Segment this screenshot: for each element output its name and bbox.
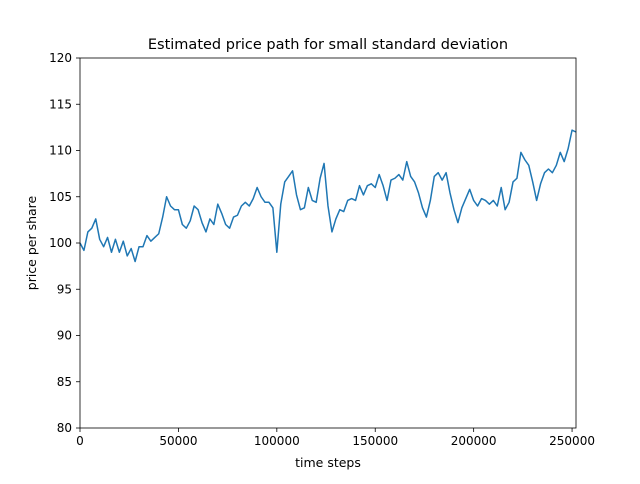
y-tick-label: 100 bbox=[49, 236, 72, 250]
series-line-0 bbox=[79, 129, 577, 263]
y-tick-label: 110 bbox=[49, 144, 72, 158]
plot-area bbox=[79, 129, 577, 263]
x-axis-label: time steps bbox=[295, 455, 361, 470]
x-tick-label: 200000 bbox=[451, 434, 497, 448]
x-tick-label: 150000 bbox=[352, 434, 398, 448]
chart-title: Estimated price path for small standard … bbox=[148, 37, 508, 53]
y-tick-label: 120 bbox=[49, 51, 72, 65]
y-tick-label: 80 bbox=[57, 421, 72, 435]
x-tick-label: 250000 bbox=[549, 434, 595, 448]
y-axis-label: price per share bbox=[24, 195, 39, 290]
x-tick-label: 0 bbox=[76, 434, 84, 448]
x-tick-label: 50000 bbox=[159, 434, 197, 448]
y-tick-label: 115 bbox=[49, 97, 72, 111]
x-axis: 0 50000 100000 150000 200000 250000 bbox=[76, 428, 595, 448]
y-tick-label: 95 bbox=[57, 282, 72, 296]
y-tick-label: 85 bbox=[57, 375, 72, 389]
y-axis: 80 85 90 95 100 105 110 115 120 bbox=[49, 51, 80, 435]
x-tick-label: 100000 bbox=[254, 434, 300, 448]
y-tick-label: 90 bbox=[57, 329, 72, 343]
y-tick-label: 105 bbox=[49, 190, 72, 204]
